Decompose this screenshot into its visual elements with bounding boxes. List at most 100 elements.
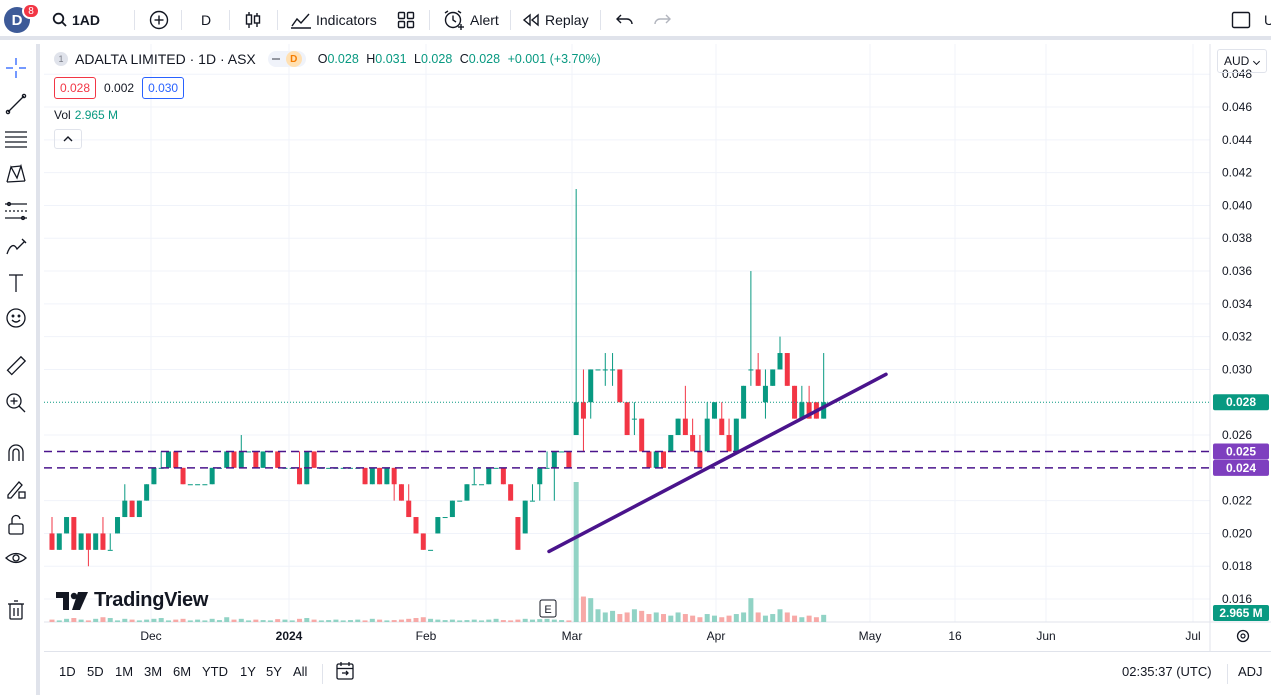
candle-body <box>690 435 696 452</box>
candle-body <box>129 500 135 518</box>
candle-body <box>821 402 827 419</box>
currency-select[interactable]: AUD <box>1217 49 1267 73</box>
trend-line-tool[interactable] <box>4 92 28 116</box>
chart-pane[interactable]: 0.048 0.046 0.044 0.042 0.040 0.038 0.036 0.034… <box>44 44 1271 651</box>
brush-tool[interactable] <box>4 234 28 258</box>
avatar-letter: D <box>11 11 23 29</box>
range-5d[interactable]: 5D <box>87 664 104 679</box>
range-6m[interactable]: 6M <box>173 664 192 679</box>
top-toolbar: D 8 1AD D Indicators Alert Replay U <box>0 0 1271 40</box>
crosshair-tool[interactable] <box>4 56 28 80</box>
utc-clock[interactable]: 02:35:37 (UTC) <box>1122 664 1212 679</box>
volume-bar <box>580 596 586 622</box>
collapse-legend-button[interactable] <box>54 129 82 149</box>
volume-bar <box>377 619 383 622</box>
volume-bar <box>784 612 790 622</box>
candle-body <box>144 484 150 501</box>
undo-button[interactable] <box>616 8 634 32</box>
candle-body <box>537 467 543 485</box>
volume-legend: Vol 2.965 M <box>54 108 118 122</box>
drawing-mode-tool[interactable] <box>4 477 28 501</box>
volume-bar <box>770 614 776 622</box>
magnet-icon <box>8 444 24 461</box>
current-price-label-bg <box>1213 394 1269 411</box>
volume-bar <box>173 619 179 622</box>
time-tick-label: May <box>859 629 882 643</box>
ask-button[interactable]: 0.030 <box>142 77 185 99</box>
symbol-search-button[interactable]: 1AD <box>52 8 100 32</box>
interval-button[interactable]: D <box>201 12 212 28</box>
volume-bar <box>297 618 303 622</box>
range-1m[interactable]: 1M <box>115 664 134 679</box>
volume-bar <box>318 620 324 622</box>
price-tick-label: 0.020 <box>1222 526 1252 540</box>
candle-body <box>610 369 616 371</box>
visibility-tool[interactable] <box>4 546 28 570</box>
candle-body <box>726 435 732 452</box>
candle-body <box>580 402 586 419</box>
notification-badge[interactable]: 8 <box>22 3 40 19</box>
settings-icon[interactable] <box>1236 629 1250 643</box>
symbol-title[interactable]: ADALTA LIMITED · 1D · ASX <box>75 51 256 67</box>
volume-bar <box>479 620 485 622</box>
candle-body <box>224 451 230 468</box>
volume-bar <box>813 617 819 622</box>
volume-bar <box>639 610 645 622</box>
toolbar-overflow-label[interactable]: U <box>1264 12 1271 28</box>
templates-button[interactable] <box>397 8 415 32</box>
candle-body <box>661 451 667 468</box>
goto-date-button[interactable] <box>334 661 356 684</box>
redo-button[interactable] <box>653 8 671 32</box>
replay-button[interactable]: Replay <box>522 8 589 32</box>
text-tool[interactable] <box>4 271 28 295</box>
adjust-button[interactable]: ADJ <box>1238 664 1263 679</box>
pencil-lock-icon <box>7 481 26 499</box>
chart-canvas[interactable]: 0.0480.0460.0440.0420.0400.0380.0360.034… <box>44 44 1271 651</box>
volume-bar <box>682 614 688 622</box>
fullscreen-button[interactable] <box>1231 8 1251 32</box>
measure-tool[interactable] <box>4 354 28 378</box>
volume-value: 2.965 M <box>74 108 119 122</box>
range-1y[interactable]: 1Y <box>240 664 256 679</box>
earnings-marker <box>539 599 557 618</box>
pattern-tool[interactable] <box>4 162 28 186</box>
compare-add-button[interactable] <box>149 8 169 32</box>
data-status-pill[interactable]: D <box>267 51 306 67</box>
range-3m[interactable]: 3M <box>144 664 163 679</box>
volume-bar <box>442 620 448 622</box>
range-all[interactable]: All <box>293 664 308 679</box>
candle-body <box>748 369 754 371</box>
candle-body <box>595 369 601 371</box>
remove-drawings-tool[interactable] <box>4 598 28 622</box>
forecast-icon <box>5 201 27 221</box>
bid-button[interactable]: 0.028 <box>54 77 97 99</box>
fib-tool[interactable] <box>4 127 28 151</box>
text-icon <box>9 274 23 292</box>
zoom-tool[interactable] <box>4 391 28 415</box>
volume-bar <box>690 615 696 622</box>
price-tick-label: 0.032 <box>1222 330 1252 344</box>
range-1d[interactable]: 1D <box>59 664 76 679</box>
time-tick-label: Feb <box>416 629 437 643</box>
lock-tool[interactable] <box>4 513 28 537</box>
volume-bar <box>165 620 171 622</box>
range-5y[interactable]: 5Y <box>266 664 282 679</box>
forecast-tool[interactable] <box>4 199 28 223</box>
candle-body <box>566 451 572 468</box>
emoji-tool[interactable] <box>4 306 28 330</box>
price-tick-label: 0.038 <box>1222 231 1252 245</box>
candle-body <box>770 369 776 386</box>
indicators-button[interactable]: Indicators <box>290 8 377 32</box>
volume-bar <box>755 612 761 622</box>
range-ytd[interactable]: YTD <box>202 664 228 679</box>
candle-body <box>165 451 171 468</box>
candle-body <box>559 451 565 453</box>
price-tick-label: 0.046 <box>1222 100 1252 114</box>
volume-bar <box>326 620 332 622</box>
alert-button[interactable]: Alert <box>443 8 499 32</box>
tradingview-watermark[interactable]: TradingView <box>56 589 208 612</box>
earnings-marker-label: E <box>544 604 551 616</box>
candle-body <box>260 451 266 468</box>
magnet-tool[interactable] <box>4 441 28 465</box>
chart-type-button[interactable] <box>243 8 263 32</box>
